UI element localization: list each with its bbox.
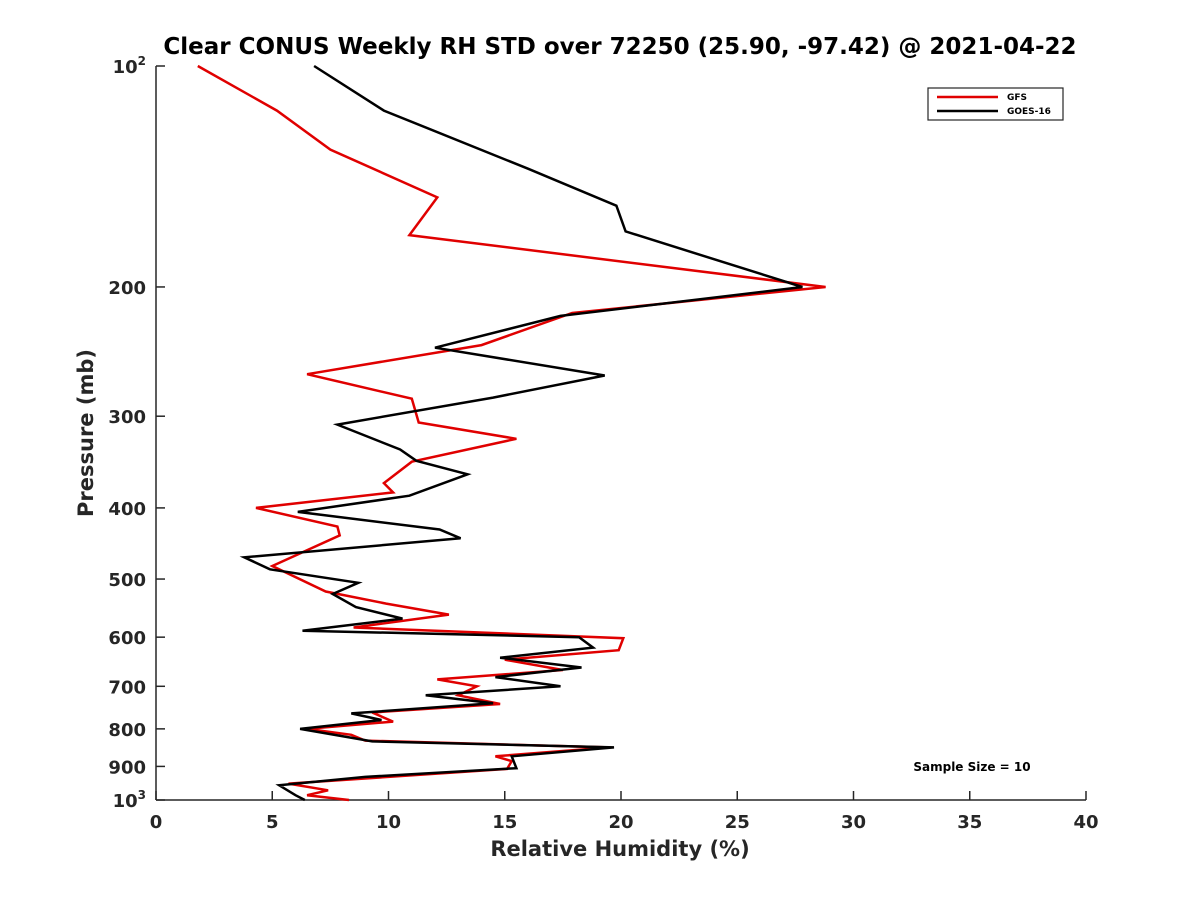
y-tick-label: 400: [108, 499, 146, 520]
legend-entry-label: GOES-16: [1007, 107, 1051, 117]
x-tick-label: 20: [608, 812, 633, 833]
legend: GFS GOES-16: [927, 87, 1064, 121]
y-tick-label: 500: [108, 570, 146, 591]
y-tick-label: 300: [108, 407, 146, 428]
sample-size-annotation: Sample Size = 10: [913, 760, 1030, 774]
x-axis-label: Relative Humidity (%): [490, 837, 749, 861]
x-tick-label: 30: [841, 812, 866, 833]
legend-entry-label: GFS: [1007, 93, 1027, 103]
x-tick-label: 5: [266, 812, 279, 833]
y-tick-label: 600: [108, 628, 146, 649]
y-tick-label: 102: [113, 54, 146, 78]
y-tick-label: 900: [108, 757, 146, 778]
y-tick-label: 700: [108, 677, 146, 698]
y-tick-labels: 102 200 300 400 500 600 700 800 900 103: [108, 54, 146, 812]
y-tick-label: 800: [108, 720, 146, 741]
axes: [155, 65, 1087, 801]
x-tick-label: 35: [957, 812, 982, 833]
y-tick-label: 200: [108, 278, 146, 299]
x-tick-label: 15: [492, 812, 517, 833]
x-tick-label: 0: [150, 812, 163, 833]
plot-lines: [197, 64, 826, 802]
x-tick-label: 40: [1073, 812, 1098, 833]
chart-title: Clear CONUS Weekly RH STD over 72250 (25…: [163, 34, 1076, 60]
x-tick-labels: 0 5 10 15 20 25 30 35 40: [150, 812, 1099, 833]
x-tick-label: 10: [376, 812, 401, 833]
x-tick-label: 25: [725, 812, 750, 833]
y-axis-label: Pressure (mb): [74, 349, 98, 517]
y-tick-label: 103: [113, 788, 146, 812]
legend-box: [927, 87, 1064, 121]
series-line-goes-16: [239, 64, 803, 802]
